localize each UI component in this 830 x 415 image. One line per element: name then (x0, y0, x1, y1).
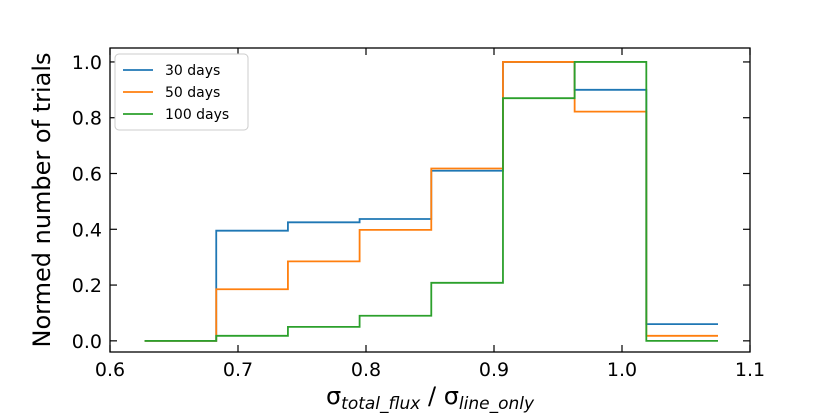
y-tick-label: 0.6 (72, 164, 102, 186)
y-tick-label: 0.4 (72, 219, 102, 241)
plot-frame (109, 47, 751, 353)
y-tick-label: 0.8 (72, 108, 102, 130)
x-tick-label: 0.9 (479, 359, 509, 381)
x-label-part: / (420, 382, 443, 410)
x-tick-label: 1.0 (607, 359, 637, 381)
y-tick-label: 0.0 (72, 331, 102, 353)
legend-label: 100 days (165, 107, 229, 123)
legend-box (114, 53, 249, 131)
x-tick-label: 0.8 (351, 359, 381, 381)
legend: 30 days 50 days 100 days (114, 53, 249, 131)
x-axis-label: σtotal_flux / σline_only (326, 382, 535, 414)
x-tick-label: 1.1 (735, 359, 765, 381)
x-label-part: total_flux (341, 394, 421, 414)
series-line-1 (144, 61, 718, 342)
y-tick-label: 1.0 (72, 52, 102, 74)
x-label-part: σ (326, 382, 341, 410)
series-line-2 (144, 61, 718, 342)
y-axis-label: Normed number of trials (28, 53, 56, 348)
x-label-part: σ (444, 382, 459, 410)
x-tick-label: 0.6 (95, 359, 125, 381)
y-tick-label: 0.2 (72, 275, 102, 297)
legend-label: 30 days (165, 63, 220, 79)
x-axis: 0.6 0.7 0.8 0.9 1.0 1.1 (95, 48, 765, 381)
x-tick-label: 0.7 (223, 359, 253, 381)
legend-label: 50 days (165, 85, 220, 101)
x-label-part: line_only (459, 394, 535, 414)
series-layer (144, 61, 718, 342)
y-axis: 0.0 0.2 0.4 0.6 0.8 1.0 (72, 52, 750, 353)
